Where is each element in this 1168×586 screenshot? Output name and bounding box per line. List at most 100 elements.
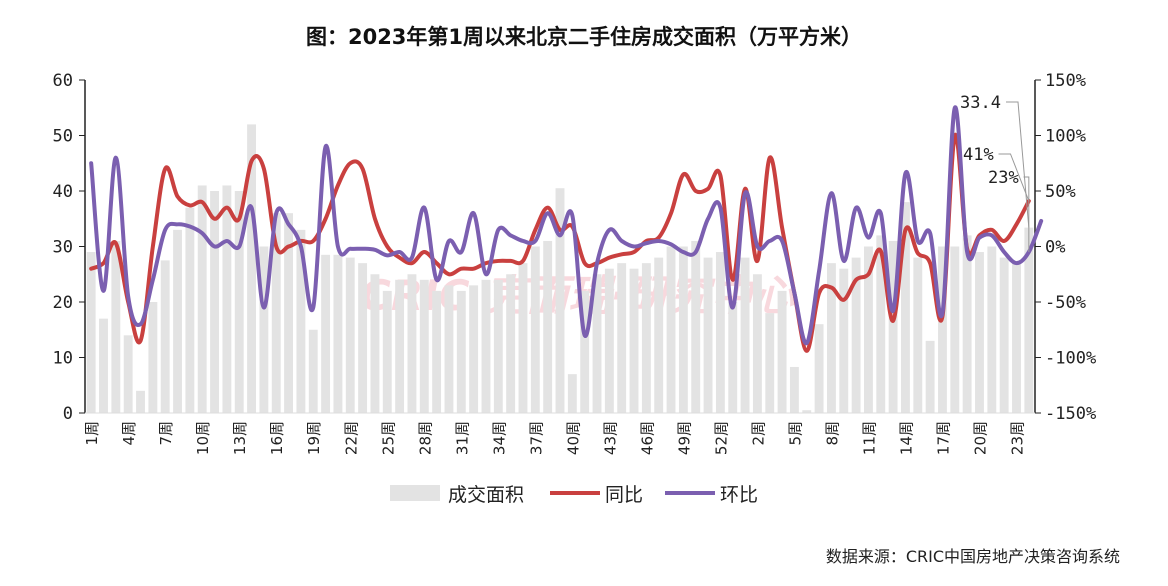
bar	[543, 240, 553, 413]
x-tick-label: 40周	[564, 421, 582, 455]
x-tick-label: 37周	[527, 421, 545, 455]
bar	[839, 268, 849, 413]
data-label: 23%	[988, 168, 1019, 188]
bar	[518, 263, 528, 413]
bar	[950, 246, 960, 413]
x-tick-label: 22周	[342, 421, 360, 455]
bar	[1012, 263, 1021, 413]
left-tick-label: 20	[53, 293, 73, 313]
bar	[173, 229, 182, 413]
source-note: 数据来源：CRIC中国房地产决策咨询系统	[826, 547, 1120, 566]
bar	[321, 254, 331, 413]
x-tick-label: 10周	[194, 421, 212, 455]
x-tick-label: 8周	[823, 421, 841, 446]
bar	[975, 252, 984, 413]
bar	[469, 285, 479, 413]
legend-label-bar: 成交面积	[448, 484, 524, 506]
bar	[247, 124, 256, 414]
x-tick-label: 14周	[897, 421, 915, 455]
bar	[913, 257, 923, 413]
x-tick-label: 34周	[490, 421, 508, 455]
bar	[86, 252, 96, 413]
bar	[901, 202, 910, 413]
bar	[222, 185, 232, 413]
bar	[654, 257, 664, 413]
bar	[592, 274, 602, 413]
bar	[271, 213, 281, 413]
bar	[185, 207, 195, 413]
right-tick-label: 0%	[1045, 238, 1065, 258]
bar	[493, 279, 503, 413]
bar	[802, 410, 812, 413]
bar	[888, 240, 898, 413]
x-tick-label: 52周	[712, 421, 730, 455]
bar	[148, 302, 158, 413]
bar	[370, 274, 380, 413]
bar	[691, 240, 701, 413]
bar	[407, 274, 417, 413]
x-tick-label: 2周	[749, 421, 767, 446]
right-tick-label: -50%	[1045, 293, 1086, 313]
bar	[728, 302, 738, 413]
left-tick-label: 60	[53, 71, 73, 91]
bar	[345, 257, 355, 413]
left-tick-label: 40	[53, 182, 73, 202]
data-label: 33.4	[960, 93, 1001, 113]
bar	[604, 268, 614, 413]
legend-label-mom: 环比	[720, 484, 758, 506]
bar	[284, 213, 294, 413]
bar	[432, 290, 442, 413]
bar	[308, 329, 318, 413]
right-tick-label: -100%	[1045, 349, 1096, 369]
x-tick-label: 49周	[675, 421, 693, 455]
right-tick-label: 100%	[1045, 127, 1086, 147]
bar	[789, 366, 799, 413]
bar	[629, 268, 639, 413]
bar	[530, 246, 540, 413]
bar	[777, 290, 787, 413]
x-tick-label: 5周	[786, 421, 804, 446]
x-tick-label: 31周	[453, 421, 471, 455]
bar	[444, 285, 454, 413]
left-tick-label: 10	[53, 349, 73, 369]
x-tick-label: 16周	[268, 421, 286, 455]
x-tick-label: 23周	[1008, 421, 1026, 455]
leader-line	[998, 153, 1030, 202]
bar	[999, 257, 1009, 413]
bar	[197, 185, 207, 413]
x-tick-label: 4周	[120, 421, 138, 446]
chart-title: 图：2023年第1周以来北京二手住房成交面积（万平方米）	[306, 25, 862, 49]
bar	[925, 340, 935, 413]
bar	[740, 257, 750, 413]
bar	[580, 290, 590, 413]
left-tick-label: 30	[53, 238, 73, 258]
leader-line	[1006, 101, 1030, 228]
bar	[234, 191, 244, 413]
x-tick-label: 25周	[379, 421, 397, 455]
x-tick-label: 43周	[601, 421, 619, 455]
bar	[752, 274, 762, 413]
bar	[715, 252, 725, 413]
x-tick-label: 11周	[860, 421, 878, 455]
legend: 成交面积 同比 环比	[390, 484, 758, 506]
leader-line	[1023, 176, 1030, 253]
bar	[567, 374, 577, 413]
bar	[765, 313, 775, 413]
bar	[506, 274, 516, 413]
x-tick-label: 7周	[157, 421, 175, 446]
bar	[864, 246, 873, 413]
x-tick-label: 28周	[416, 421, 434, 455]
x-tick-label: 46周	[638, 421, 656, 455]
bar	[136, 390, 145, 413]
bar	[678, 246, 688, 413]
data-label: 41%	[963, 145, 994, 165]
right-tick-label: 50%	[1045, 182, 1076, 202]
bar	[826, 263, 836, 413]
x-tick-label: 1周	[83, 421, 101, 446]
bar	[99, 318, 108, 413]
left-tick-label: 0	[63, 404, 73, 424]
bar	[962, 235, 972, 413]
bar	[296, 229, 306, 413]
bar	[111, 240, 121, 413]
